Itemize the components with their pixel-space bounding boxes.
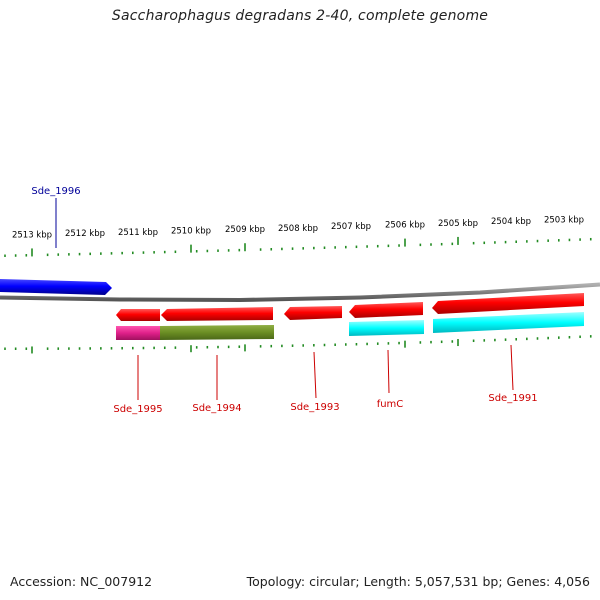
tick-label: 2512 kbp (65, 229, 105, 239)
gene-label-sde-1995[interactable]: Sde_1995 (113, 404, 162, 415)
gene-label-sde-1993[interactable]: Sde_1993 (290, 402, 339, 413)
gene-arrow-sde-1991[interactable] (432, 293, 584, 314)
gene-arrow-sde-1995[interactable] (116, 309, 160, 321)
gene-arrow-sde-1994[interactable] (161, 307, 273, 321)
cog-bar-fumc (349, 320, 424, 336)
tick-label: 2510 kbp (171, 227, 211, 237)
gene-label-line-sde-1991 (510, 344, 514, 391)
lower-tick-track (4, 335, 592, 354)
tick-label: 2506 kbp (385, 221, 425, 231)
tick-label: 2513 kbp (12, 230, 52, 240)
gene-arrow-sde-1993[interactable] (284, 306, 342, 320)
gene-label-sde-1991[interactable]: Sde_1991 (488, 393, 537, 404)
cog-bar-sde-1994 (160, 325, 274, 340)
page-title: Saccharophagus degradans 2-40, complete … (111, 8, 489, 24)
tick-label: 2509 kbp (225, 225, 265, 235)
tick-label: 2507 kbp (331, 222, 371, 232)
cog-bar-sde-1995 (116, 326, 160, 340)
upper-tick-track (4, 236, 592, 258)
genome-summary-text: Topology: circular; Length: 5,057,531 bp… (246, 574, 590, 589)
tick-label-group: 2513 kbp 2512 kbp 2511 kbp 2510 kbp 2509 kbp… (12, 215, 584, 240)
gene-label-fumc[interactable]: fumC (377, 399, 404, 410)
cog-bar-sde-1991 (433, 312, 584, 333)
accession-text: Accession: NC_007912 (10, 574, 153, 589)
gene-label-sde-1994[interactable]: Sde_1994 (192, 403, 241, 414)
genome-backbone (0, 282, 600, 303)
gene-arrow-fumc[interactable] (349, 302, 423, 318)
gene-label-line-fumc (387, 349, 390, 394)
gene-arrow-sde-1996[interactable] (0, 279, 112, 295)
tick-label: 2505 kbp (438, 219, 478, 229)
tick-label: 2504 kbp (491, 217, 531, 227)
tick-label: 2503 kbp (544, 215, 584, 225)
tick-label: 2511 kbp (118, 228, 158, 238)
gene-label-sde-1996[interactable]: Sde_1996 (31, 186, 80, 197)
gene-label-line-sde-1993 (313, 351, 317, 399)
tick-label: 2508 kbp (278, 224, 318, 234)
